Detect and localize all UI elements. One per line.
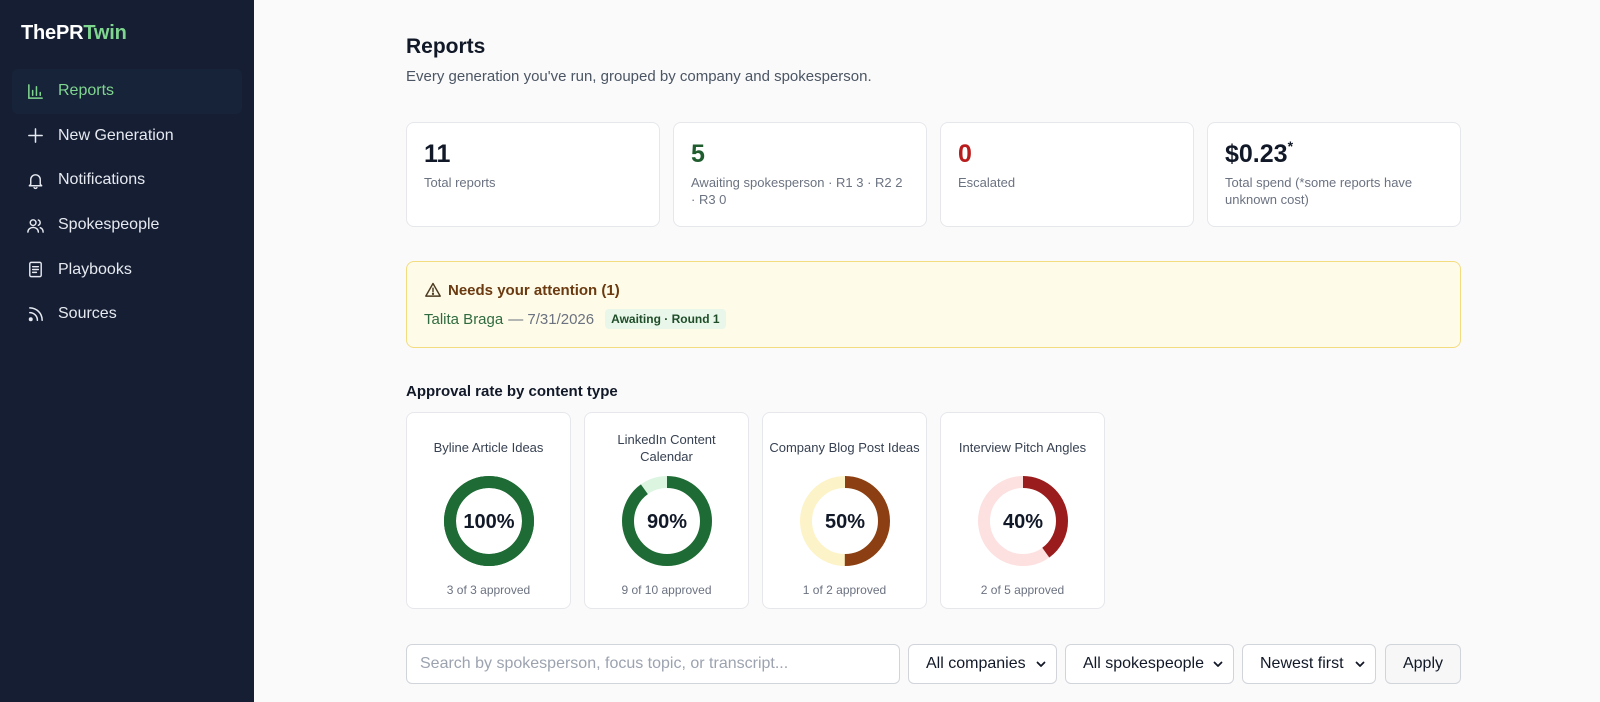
- bar-chart-icon: [25, 81, 45, 101]
- sidebar-item-label: Sources: [58, 305, 117, 323]
- donut-percent-label: 40%: [1003, 511, 1043, 533]
- approval-card: Company Blog Post Ideas 50% 1 of 2 approve…: [762, 412, 927, 609]
- sidebar-item-label: Spokespeople: [58, 216, 160, 234]
- warning-icon: [425, 282, 441, 297]
- approval-card-count: 9 of 10 approved: [621, 583, 712, 597]
- approval-donut: 100%: [444, 476, 534, 566]
- stat-spend-amount: $0.23: [1225, 140, 1288, 168]
- stat-card-escalated: 0 Escalated: [940, 122, 1194, 227]
- donut-percent-label: 100%: [463, 511, 514, 533]
- stat-card-total-spend: $0.23* Total spend (*some reports have u…: [1207, 122, 1461, 227]
- approval-donut: 40%: [978, 476, 1068, 566]
- donut-arc: [800, 476, 890, 566]
- attention-header: Needs your attention (1): [424, 281, 1443, 299]
- sidebar-item-notifications[interactable]: Notifications: [12, 158, 242, 203]
- stat-value: 0: [958, 140, 972, 168]
- approval-card: Interview Pitch Angles 40% 2 of 5 approved: [940, 412, 1105, 609]
- approval-card-title: Company Blog Post Ideas: [769, 440, 920, 456]
- donut-arc: [978, 476, 1068, 566]
- sidebar-item-label: Notifications: [58, 171, 146, 189]
- sort-select-value: Newest first: [1260, 655, 1344, 672]
- search-input[interactable]: [406, 644, 900, 684]
- stat-label: Awaiting spokesperson · R1 3 · R2 2 · R3…: [691, 174, 903, 207]
- document-icon: [25, 260, 45, 280]
- sidebar-item-label: Reports: [58, 82, 115, 100]
- donut-percent-label: 90%: [647, 511, 687, 533]
- bell-icon: [25, 170, 45, 190]
- chevron-down-icon: [1213, 661, 1223, 667]
- filter-bar: All companies All spokespeople Newest fi…: [406, 644, 1461, 684]
- sidebar-item-sources[interactable]: Sources: [12, 292, 242, 337]
- donut-arc: [444, 476, 534, 566]
- approval-card-count: 3 of 3 approved: [446, 583, 531, 597]
- spokesperson-select[interactable]: All spokespeople: [1065, 644, 1234, 684]
- brand-accent: Twin: [83, 22, 127, 44]
- approval-card-title: LinkedIn Content Calendar: [617, 431, 716, 464]
- approval-card: LinkedIn Content Calendar 90% 9 of 10 appr…: [584, 412, 749, 609]
- stat-card-total-reports: 11 Total reports: [406, 122, 660, 227]
- stat-label: Escalated: [958, 174, 1016, 190]
- attention-item: Talita Braga — 7/31/2026 Awaiting · Roun…: [424, 309, 1443, 329]
- approval-card: Byline Article Ideas 100% 3 of 3 approved: [406, 412, 571, 609]
- chevron-down-icon: [1036, 661, 1046, 667]
- apply-button[interactable]: Apply: [1385, 644, 1461, 684]
- sidebar-item-label: Playbooks: [58, 260, 132, 278]
- sidebar-item-label: New Generation: [58, 126, 174, 144]
- approval-donut: 50%: [800, 476, 890, 566]
- approval-card-title: Byline Article Ideas: [433, 440, 544, 456]
- footnote-marker: *: [1287, 138, 1294, 154]
- users-icon: [25, 215, 45, 235]
- attention-date: — 7/31/2026: [508, 310, 595, 328]
- plus-icon: [25, 126, 45, 146]
- sidebar-item-reports[interactable]: Reports: [12, 69, 242, 114]
- donut-arc: [622, 476, 712, 566]
- sidebar-item-playbooks[interactable]: Playbooks: [12, 247, 242, 292]
- rss-icon: [25, 304, 45, 324]
- brand-prefix: ThePR: [21, 22, 84, 44]
- approval-donut: 90%: [622, 476, 712, 566]
- sort-select[interactable]: Newest first: [1242, 644, 1376, 684]
- stat-value: $0.23*: [1225, 138, 1443, 169]
- approval-card-count: 2 of 5 approved: [980, 583, 1065, 597]
- company-select[interactable]: All companies: [908, 644, 1057, 684]
- page-title: Reports: [406, 35, 486, 58]
- company-select-value: All companies: [926, 655, 1026, 672]
- donut-percent-label: 50%: [825, 511, 865, 533]
- stat-value: 11: [424, 140, 451, 168]
- spokesperson-link[interactable]: Talita Braga: [424, 310, 504, 328]
- sidebar-item-new-generation[interactable]: New Generation: [12, 114, 242, 159]
- sidebar-item-spokespeople[interactable]: Spokespeople: [12, 203, 242, 248]
- status-badge: Awaiting · Round 1: [605, 309, 726, 329]
- stat-value: 5: [691, 140, 705, 168]
- spokesperson-select-value: All spokespeople: [1083, 655, 1204, 672]
- chevron-down-icon: [1355, 661, 1365, 667]
- approval-card-title: Interview Pitch Angles: [958, 440, 1087, 456]
- page-subtitle: Every generation you've run, grouped by …: [406, 68, 872, 85]
- approval-card-count: 1 of 2 approved: [802, 583, 887, 597]
- attention-title: Needs your attention (1): [448, 281, 620, 299]
- app-logo[interactable]: ThePRTwin: [21, 22, 127, 45]
- stat-card-awaiting: 5 Awaiting spokesperson · R1 3 · R2 2 · …: [673, 122, 927, 227]
- approval-section-heading: Approval rate by content type: [406, 383, 618, 400]
- sidebar: ThePRTwin Reports New Generation Notific…: [0, 0, 254, 702]
- stat-label: Total spend (*some reports have unknown …: [1225, 174, 1413, 207]
- sidebar-nav: Reports New Generation Notifications Spo…: [12, 69, 242, 337]
- attention-panel: Needs your attention (1) Talita Braga — …: [406, 261, 1461, 348]
- stat-label: Total reports: [424, 174, 496, 190]
